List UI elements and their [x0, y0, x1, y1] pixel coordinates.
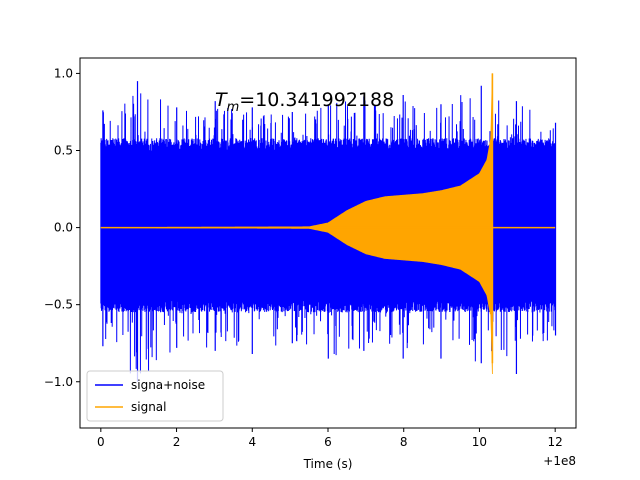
plot-area [100, 73, 557, 382]
axis-ticks: 0 2 4 6 8 10 12 1.0 0.5 0.0 −0.5 −1.0 [44, 66, 563, 449]
x-tick-label: 6 [324, 435, 332, 449]
legend-label-signal: signal [131, 400, 167, 414]
merger-time-annotation: Tm=10.341992188 [215, 89, 394, 115]
y-tick-label: 0.5 [54, 144, 73, 158]
x-axis-label: Time (s) [303, 457, 353, 471]
annotation-subscript: m [227, 100, 240, 115]
x-tick-label: 10 [472, 435, 487, 449]
y-tick-label: −0.5 [44, 298, 73, 312]
y-tick-label: −1.0 [44, 375, 73, 389]
y-tick-label: 1.0 [54, 66, 73, 80]
x-tick-label: 4 [248, 435, 256, 449]
annotation-symbol: T [215, 89, 228, 111]
legend-box [86, 370, 224, 422]
x-tick-label: 8 [400, 435, 408, 449]
x-tick-label: 0 [97, 435, 105, 449]
legend-label-signa-noise: signa+noise [131, 378, 205, 392]
series-signal [100, 73, 556, 375]
annotation-value: =10.341992188 [239, 89, 394, 111]
legend: signa+noise signal [86, 370, 224, 422]
axes-frame [79, 57, 577, 429]
y-tick-label: 0.0 [54, 221, 73, 235]
x-tick-label: 12 [548, 435, 563, 449]
x-offset-label: +1e8 [543, 454, 576, 468]
x-tick-label: 2 [173, 435, 181, 449]
